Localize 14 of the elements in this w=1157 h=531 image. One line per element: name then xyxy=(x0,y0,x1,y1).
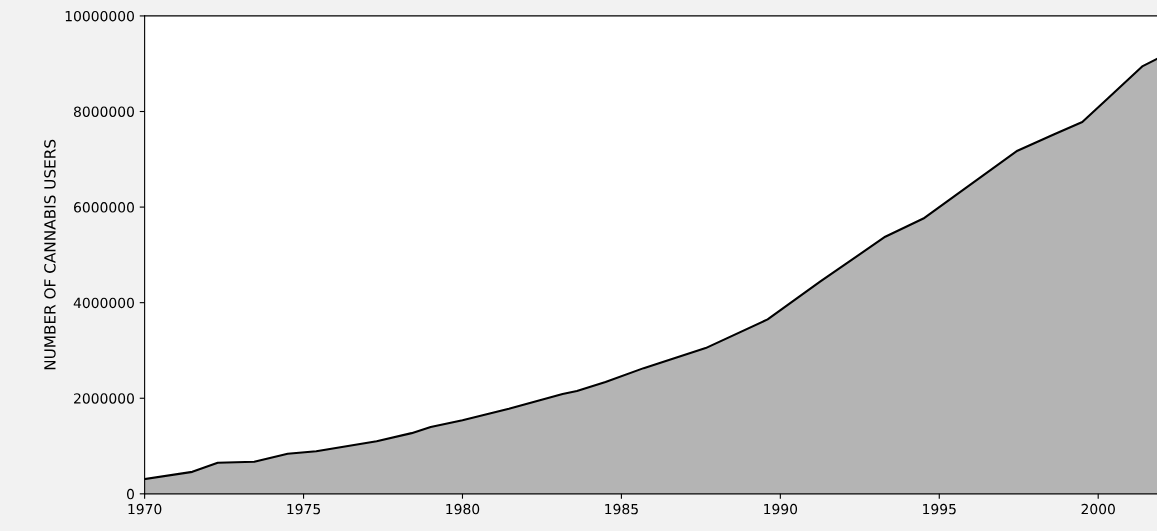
y-tick-label: 10000000 xyxy=(65,10,134,22)
y-tick-label: 4000000 xyxy=(73,297,134,309)
x-tick-label: 1975 xyxy=(287,503,321,515)
x-tick-label: 1980 xyxy=(446,503,480,515)
x-tick-label: 1970 xyxy=(128,503,162,515)
x-tick-label: 1985 xyxy=(605,503,638,515)
x-tick-label: 1990 xyxy=(764,503,798,515)
y-tick-label: 0 xyxy=(126,488,134,500)
y-tick-label: 6000000 xyxy=(74,202,134,213)
x-tick-label: 1995 xyxy=(923,503,956,515)
y-tick-label: 8000000 xyxy=(73,106,134,117)
x-tick-label: 2000 xyxy=(1081,503,1115,515)
y-axis-title: NUMBER OF CANNABIS USERS xyxy=(44,139,56,370)
y-tick-label: 2000000 xyxy=(74,393,134,404)
